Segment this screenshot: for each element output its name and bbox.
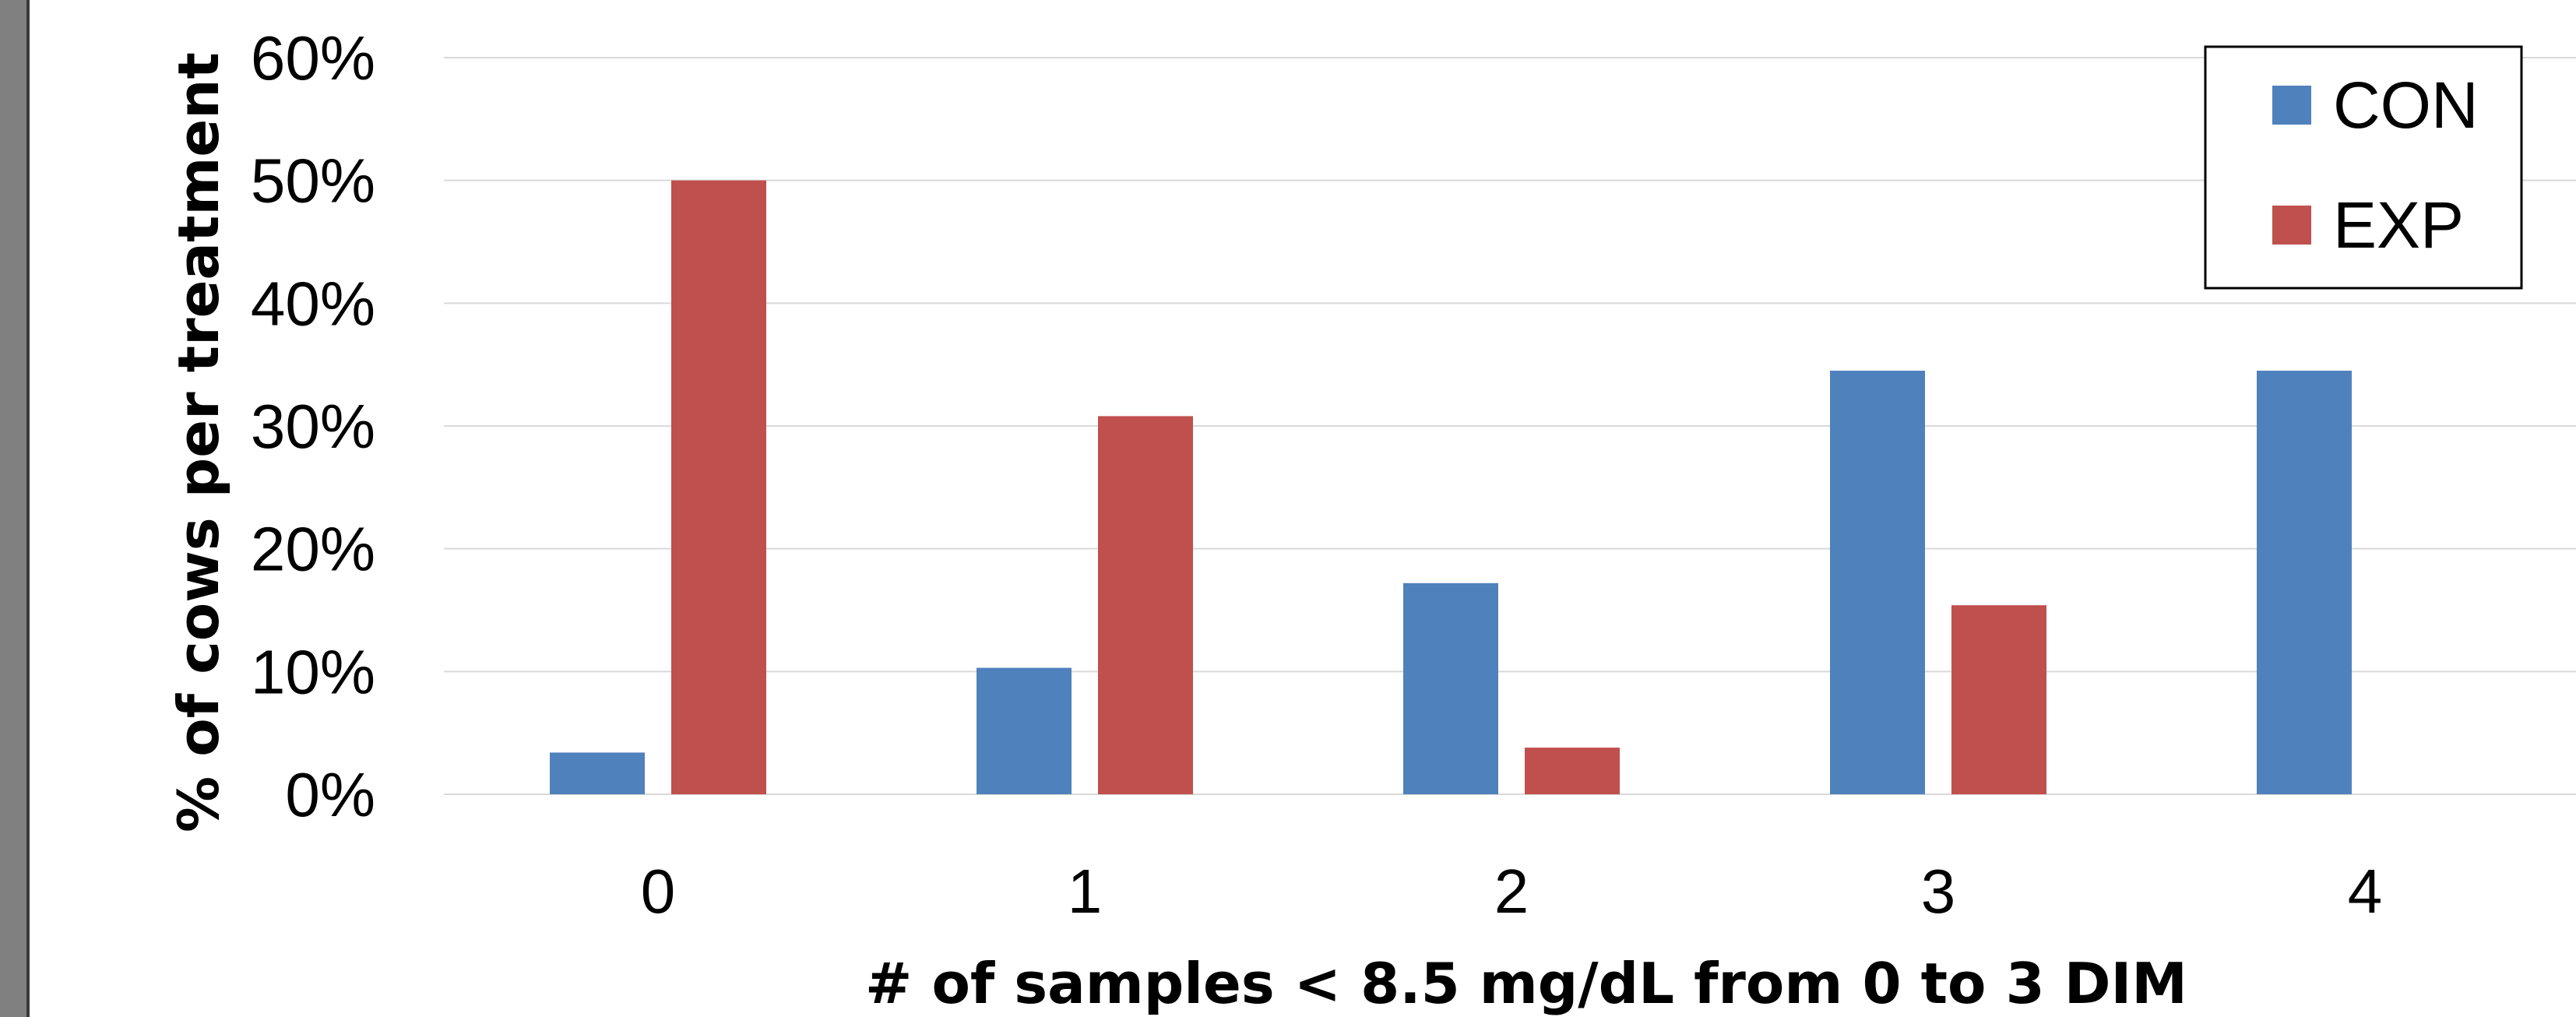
bar-exp-1: [1098, 416, 1193, 794]
bar-exp-2: [1525, 748, 1620, 794]
bar-exp-0: [671, 180, 766, 794]
bar-con-3: [1830, 371, 1925, 794]
legend-frame: [2204, 45, 2523, 290]
x-tick-label: 2: [1494, 857, 1529, 926]
y-tick-label: 10%: [251, 637, 375, 706]
y-axis-title: % of cows per treatment: [166, 52, 231, 832]
window-edge-strip: [0, 0, 30, 1017]
x-axis-title: # of samples < 8.5 mg/dL from 0 to 3 DIM: [865, 951, 2187, 1016]
legend-label-exp: EXP: [2333, 188, 2464, 262]
y-tick-label: 30%: [251, 392, 375, 461]
legend: CON EXP: [2204, 45, 2523, 290]
bar-con-2: [1403, 582, 1498, 794]
x-tick-label: 1: [1068, 857, 1103, 926]
legend-swatch-exp: [2272, 206, 2311, 245]
y-tick-label: 60%: [251, 23, 375, 93]
bar-exp-3: [1951, 605, 2046, 794]
y-tick-label: 20%: [251, 515, 375, 584]
x-axis-ticks: 0 1 2 3 4: [641, 857, 2383, 926]
x-tick-label: 4: [2348, 857, 2383, 926]
y-tick-label: 0%: [285, 760, 375, 829]
y-tick-label: 40%: [251, 269, 375, 338]
legend-swatch-con: [2272, 86, 2311, 125]
y-axis-ticks: 0% 10% 20% 30% 40% 50% 60%: [251, 23, 375, 829]
bar-con-0: [550, 752, 645, 794]
legend-label-con: CON: [2333, 69, 2479, 142]
y-tick-label: 50%: [251, 146, 375, 216]
bar-con-4: [2257, 371, 2352, 794]
x-tick-label: 0: [641, 857, 676, 926]
x-tick-label: 3: [1921, 857, 1956, 926]
bars: [550, 180, 2352, 794]
bar-con-1: [977, 667, 1072, 794]
